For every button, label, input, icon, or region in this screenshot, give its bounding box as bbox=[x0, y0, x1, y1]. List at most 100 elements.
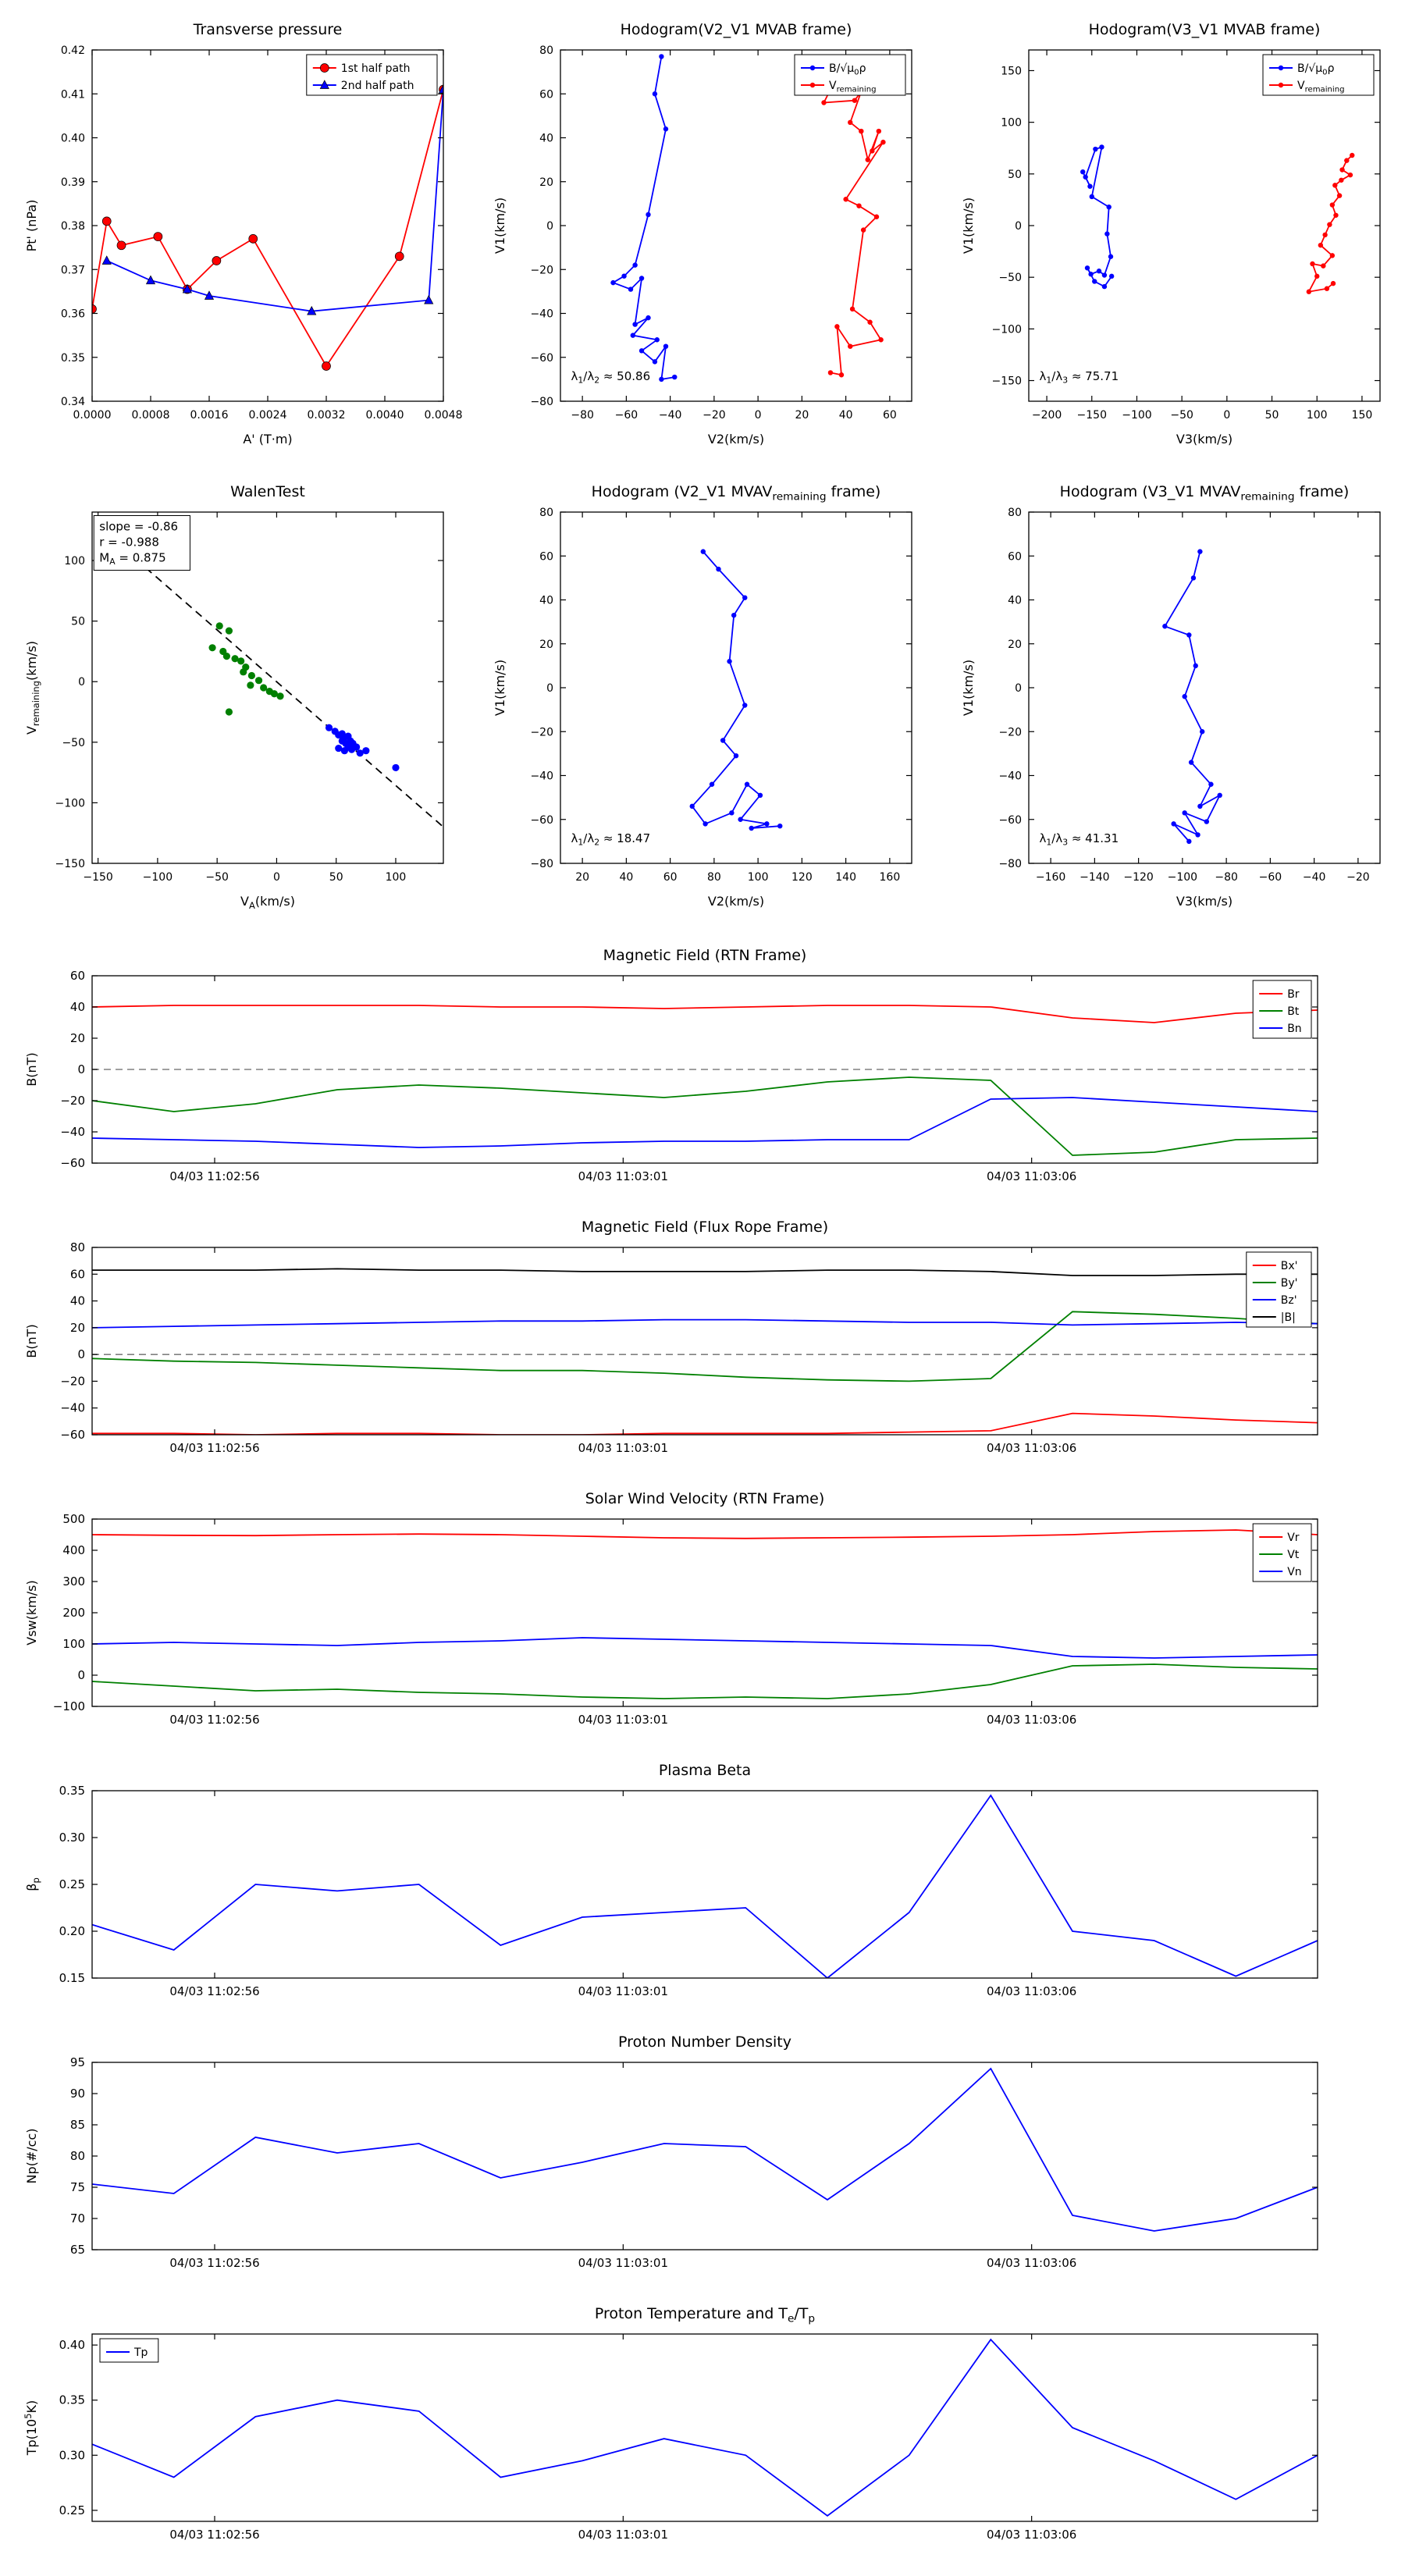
svg-text:Bx': Bx' bbox=[1281, 1260, 1298, 1272]
svg-text:100: 100 bbox=[64, 555, 85, 568]
chart-hodogram-v2v1-mvab: −80 −60 −40 −20 0 20 40 60 −80 −60 −40 −20 0 20 40 60 80… bbox=[468, 0, 937, 462]
chart-magnetic-field-flux-rope: 04/03 11:02:56 04/03 11:03:01 04/03 11:03:… bbox=[0, 1207, 1405, 1478]
svg-text:100: 100 bbox=[748, 871, 769, 884]
svg-text:04/03 11:03:01: 04/03 11:03:01 bbox=[578, 1441, 668, 1455]
svg-text:−50: −50 bbox=[62, 737, 85, 749]
svg-text:−50: −50 bbox=[1170, 409, 1193, 422]
svg-text:20: 20 bbox=[70, 1321, 85, 1335]
svg-text:40: 40 bbox=[70, 1294, 85, 1308]
svg-text:Bn: Bn bbox=[1287, 1023, 1301, 1035]
svg-text:−60: −60 bbox=[530, 814, 553, 827]
svg-text:Br: Br bbox=[1287, 988, 1300, 1001]
svg-text:−40: −40 bbox=[1303, 871, 1326, 884]
svg-text:Hodogram(V2_V1 MVAB frame): Hodogram(V2_V1 MVAB frame) bbox=[621, 21, 852, 38]
svg-text:95: 95 bbox=[70, 2055, 85, 2069]
svg-text:200: 200 bbox=[62, 1606, 85, 1620]
svg-text:04/03 11:03:06: 04/03 11:03:06 bbox=[987, 2256, 1076, 2270]
chart-hodogram-v3v1-mvav-remaining: −160 −140 −120 −100 −80 −60 −40 −20 −80 −60 −40 −20… bbox=[937, 462, 1405, 924]
svg-text:Vsw(km/s): Vsw(km/s) bbox=[24, 1580, 39, 1645]
svg-text:0: 0 bbox=[273, 871, 280, 884]
svg-text:60: 60 bbox=[883, 409, 897, 422]
svg-text:0.25: 0.25 bbox=[59, 1877, 85, 1891]
svg-text:0.42: 0.42 bbox=[61, 44, 85, 57]
svg-text:−40: −40 bbox=[530, 308, 553, 321]
svg-text:0.35: 0.35 bbox=[59, 2393, 85, 2407]
chart-proton-temperature: 04/03 11:02:56 04/03 11:03:01 04/03 11:03:… bbox=[0, 2293, 1405, 2565]
svg-text:60: 60 bbox=[663, 871, 678, 884]
svg-text:V3(km/s): V3(km/s) bbox=[1176, 894, 1232, 909]
svg-text:04/03 11:02:56: 04/03 11:02:56 bbox=[169, 1984, 259, 1998]
svg-text:40: 40 bbox=[539, 133, 553, 145]
chart-solar-wind-velocity: 04/03 11:02:56 04/03 11:03:01 04/03 11:03:… bbox=[0, 1478, 1405, 1750]
chart-plasma-beta: 04/03 11:02:56 04/03 11:03:01 04/03 11:03:… bbox=[0, 1750, 1405, 2022]
svg-text:80: 80 bbox=[70, 1240, 85, 1254]
svg-text:04/03 11:02:56: 04/03 11:02:56 bbox=[169, 2256, 259, 2270]
svg-text:−80: −80 bbox=[1215, 871, 1238, 884]
svg-text:500: 500 bbox=[62, 1512, 85, 1526]
svg-text:−100: −100 bbox=[992, 323, 1022, 336]
svg-text:04/03 11:03:06: 04/03 11:03:06 bbox=[987, 1984, 1076, 1998]
svg-text:−20: −20 bbox=[1346, 871, 1370, 884]
small-charts-grid: 0.0000 0.0008 0.0016 0.0024 0.0032 0.0040 0.00… bbox=[0, 0, 1405, 924]
svg-text:−80: −80 bbox=[571, 409, 594, 422]
svg-text:80: 80 bbox=[539, 44, 553, 57]
svg-text:Tp(105K): Tp(105K) bbox=[23, 2400, 39, 2457]
svg-text:0.40: 0.40 bbox=[61, 133, 85, 145]
svg-text:−40: −40 bbox=[530, 770, 553, 783]
svg-text:Bz': Bz' bbox=[1281, 1294, 1297, 1307]
svg-text:−40: −40 bbox=[60, 1125, 85, 1139]
svg-text:VA(km/s): VA(km/s) bbox=[240, 894, 295, 911]
svg-text:100: 100 bbox=[386, 871, 407, 884]
svg-text:75: 75 bbox=[70, 2180, 85, 2194]
svg-text:V1(km/s): V1(km/s) bbox=[961, 660, 976, 716]
svg-text:−150: −150 bbox=[55, 858, 85, 870]
svg-text:0: 0 bbox=[1015, 220, 1022, 233]
svg-text:04/03 11:03:01: 04/03 11:03:01 bbox=[578, 1713, 668, 1727]
svg-text:V1(km/s): V1(km/s) bbox=[493, 660, 507, 716]
svg-text:04/03 11:03:01: 04/03 11:03:01 bbox=[578, 2256, 668, 2270]
svg-text:−100: −100 bbox=[53, 1699, 85, 1713]
svg-text:100: 100 bbox=[62, 1637, 85, 1651]
svg-text:−20: −20 bbox=[530, 726, 553, 738]
svg-text:160: 160 bbox=[880, 871, 901, 884]
svg-text:λ1/λ2 ≈ 18.47: λ1/λ2 ≈ 18.47 bbox=[571, 831, 651, 848]
svg-text:−20: −20 bbox=[998, 726, 1022, 738]
svg-text:Vt: Vt bbox=[1287, 1549, 1300, 1561]
vertical-spacer bbox=[0, 924, 1405, 935]
svg-text:04/03 11:03:06: 04/03 11:03:06 bbox=[987, 1441, 1076, 1455]
svg-text:0.20: 0.20 bbox=[59, 1924, 85, 1938]
svg-text:−80: −80 bbox=[530, 396, 553, 408]
svg-text:Vn: Vn bbox=[1287, 1566, 1301, 1578]
svg-text:V1(km/s): V1(km/s) bbox=[961, 197, 976, 254]
svg-text:04/03 11:03:06: 04/03 11:03:06 bbox=[987, 2528, 1076, 2542]
svg-text:−40: −40 bbox=[998, 770, 1022, 783]
svg-text:0.41: 0.41 bbox=[61, 88, 85, 101]
svg-text:λ1/λ3 ≈ 75.71: λ1/λ3 ≈ 75.71 bbox=[1040, 369, 1119, 386]
svg-text:80: 80 bbox=[1008, 507, 1022, 519]
svg-text:−40: −40 bbox=[659, 409, 682, 422]
svg-text:Magnetic Field (Flux Rope Fram: Magnetic Field (Flux Rope Frame) bbox=[582, 1219, 828, 1236]
svg-text:20: 20 bbox=[1008, 639, 1022, 651]
svg-text:0.0008: 0.0008 bbox=[132, 409, 170, 422]
svg-text:−60: −60 bbox=[60, 1156, 85, 1170]
svg-text:04/03 11:02:56: 04/03 11:02:56 bbox=[169, 2528, 259, 2542]
svg-text:Pt' (nPa): Pt' (nPa) bbox=[24, 200, 39, 252]
chart-transverse-pressure: 0.0000 0.0008 0.0016 0.0024 0.0032 0.0040 0.00… bbox=[0, 0, 468, 462]
svg-text:−80: −80 bbox=[530, 858, 553, 870]
svg-text:−100: −100 bbox=[1122, 409, 1151, 422]
svg-text:−50: −50 bbox=[998, 272, 1022, 284]
svg-text:20: 20 bbox=[795, 409, 809, 422]
svg-text:40: 40 bbox=[1008, 595, 1022, 607]
svg-text:−150: −150 bbox=[1077, 409, 1107, 422]
chart-proton-number-density: 04/03 11:02:56 04/03 11:03:01 04/03 11:03:… bbox=[0, 2022, 1405, 2293]
svg-text:50: 50 bbox=[329, 871, 343, 884]
svg-text:0.0024: 0.0024 bbox=[249, 409, 287, 422]
svg-text:50: 50 bbox=[71, 616, 85, 628]
svg-text:−160: −160 bbox=[1036, 871, 1065, 884]
svg-text:60: 60 bbox=[1008, 550, 1022, 563]
svg-text:−150: −150 bbox=[992, 375, 1022, 388]
svg-text:80: 80 bbox=[707, 871, 721, 884]
svg-text:40: 40 bbox=[539, 595, 553, 607]
svg-text:60: 60 bbox=[539, 550, 553, 563]
